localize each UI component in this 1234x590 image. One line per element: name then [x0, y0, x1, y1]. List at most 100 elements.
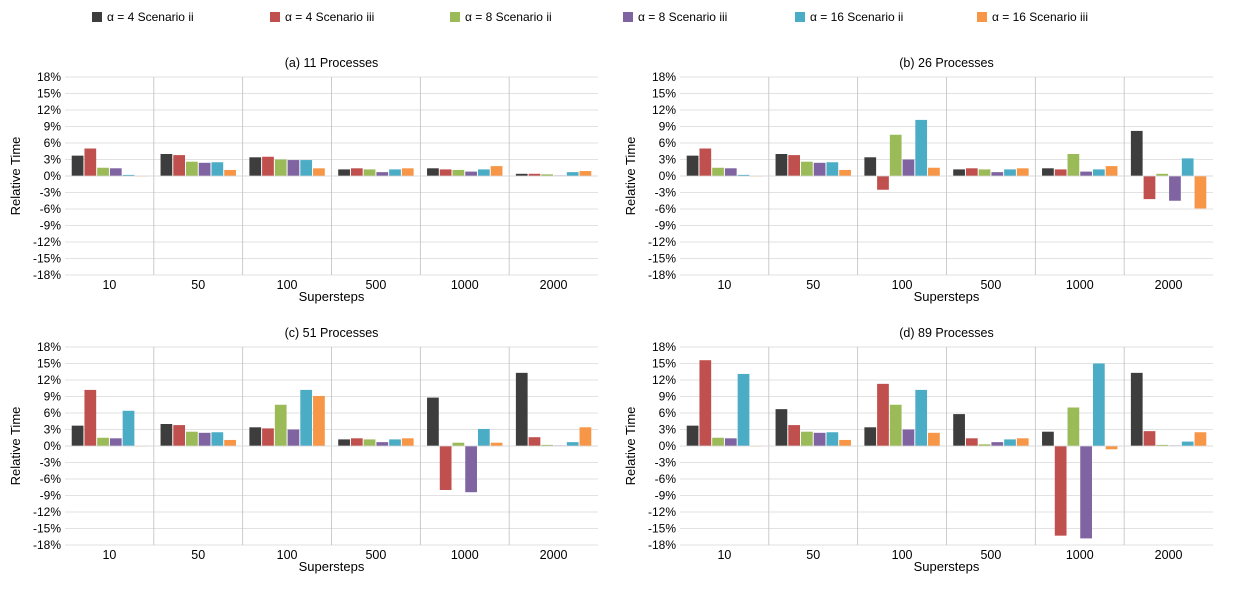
y-tick-label: 12%	[37, 103, 61, 117]
legend-label: α = 16 Scenario ii	[810, 10, 904, 24]
y-tick-label: 15%	[652, 357, 676, 371]
bar	[401, 438, 414, 446]
bar	[274, 159, 287, 176]
y-tick-label: 0%	[659, 169, 677, 183]
bar	[1054, 446, 1067, 536]
x-tick-label: 100	[892, 548, 913, 562]
bar	[953, 414, 965, 446]
bar	[313, 395, 325, 446]
bar	[579, 171, 592, 176]
bar	[1092, 363, 1105, 446]
y-tick-label: 9%	[659, 390, 677, 404]
bar	[465, 171, 477, 176]
bar	[699, 148, 712, 176]
bar	[1105, 166, 1118, 176]
bar	[801, 161, 813, 176]
bar	[788, 425, 801, 446]
legend-swatch	[92, 12, 102, 22]
legend-item: α = 4 Scenario ii	[92, 10, 194, 24]
bar	[262, 428, 274, 446]
legend-label: α = 8 Scenario ii	[465, 10, 552, 24]
y-tick-label: 0%	[44, 169, 62, 183]
bar	[401, 168, 414, 176]
x-tick-label: 50	[191, 278, 205, 292]
bar	[1181, 441, 1194, 446]
bar	[864, 427, 877, 446]
bar	[737, 373, 750, 446]
x-tick-label: 10	[717, 278, 731, 292]
y-tick-label: -15%	[33, 252, 61, 266]
bar	[902, 429, 915, 446]
bar	[541, 174, 554, 176]
panel-title: (b) 26 Processes	[899, 56, 993, 70]
y-tick-label: 18%	[652, 70, 676, 84]
y-tick-label: 12%	[652, 103, 676, 117]
y-tick-label: -9%	[40, 489, 62, 503]
x-tick-label: 2000	[540, 278, 568, 292]
bar	[465, 446, 477, 493]
bar	[889, 404, 902, 446]
y-tick-label: -18%	[33, 268, 61, 282]
legend-item: α = 16 Scenario iii	[977, 10, 1088, 24]
y-tick-label: 3%	[44, 423, 62, 437]
bar	[1181, 158, 1194, 176]
bar	[287, 429, 300, 446]
y-tick-label: -3%	[40, 186, 62, 200]
bar	[541, 444, 554, 446]
bar	[686, 425, 699, 446]
x-tick-label: 1000	[451, 548, 479, 562]
bar	[427, 168, 439, 176]
x-tick-label: 100	[277, 548, 298, 562]
legend-swatch	[270, 12, 280, 22]
bar	[300, 389, 313, 446]
y-tick-label: 18%	[652, 340, 676, 354]
bar	[839, 439, 851, 446]
bar	[915, 119, 928, 176]
bar	[439, 446, 452, 490]
legend-item: α = 8 Scenario iii	[623, 10, 727, 24]
bar	[813, 432, 826, 446]
bar	[71, 425, 84, 446]
chart-svg: (d) 89 Processes 18% 15% 12% 9% 6% 3% 0% -3% -6% -…	[623, 326, 1213, 574]
y-tick-label: -12%	[33, 505, 61, 519]
bar	[1067, 154, 1080, 176]
y-tick-label: -18%	[648, 268, 676, 282]
y-tick-label: 9%	[659, 120, 677, 134]
x-tick-label: 10	[717, 548, 731, 562]
bar	[775, 154, 788, 176]
panel-d: (d) 89 Processes 18% 15% 12% 9% 6% 3% 0% -3% -6% -…	[615, 320, 1215, 590]
bar	[186, 431, 198, 446]
y-tick-label: -6%	[655, 472, 677, 486]
bar	[97, 167, 109, 176]
bar	[363, 439, 376, 446]
chart-svg: (a) 11 Processes 18% 15% 12% 9% 6% 3% 0% -3% -6% -…	[8, 56, 598, 304]
bar	[877, 176, 889, 190]
bar	[1143, 431, 1156, 446]
bar	[84, 389, 97, 446]
bar	[97, 437, 109, 446]
y-tick-label: 3%	[44, 153, 62, 167]
y-tick-label: 18%	[37, 70, 61, 84]
bar	[1194, 176, 1207, 209]
bar	[801, 431, 813, 446]
y-tick-label: -9%	[655, 219, 677, 233]
bar	[389, 169, 401, 176]
y-tick-label: 15%	[37, 357, 61, 371]
y-tick-label: -18%	[648, 538, 676, 552]
x-tick-label: 1000	[1066, 548, 1094, 562]
bar	[788, 155, 801, 176]
panel-title: (c) 51 Processes	[285, 326, 379, 340]
bar	[249, 157, 262, 176]
bar	[452, 169, 465, 176]
y-tick-label: 6%	[659, 406, 677, 420]
bar	[173, 155, 186, 176]
y-tick-label: 0%	[44, 439, 62, 453]
x-tick-label: 500	[980, 548, 1001, 562]
bar	[262, 156, 274, 176]
bar	[978, 169, 991, 176]
y-tick-label: -12%	[648, 235, 676, 249]
bar	[579, 427, 592, 446]
legend-swatch	[795, 12, 805, 22]
bar	[376, 442, 389, 446]
x-axis-label: Supersteps	[914, 559, 980, 574]
